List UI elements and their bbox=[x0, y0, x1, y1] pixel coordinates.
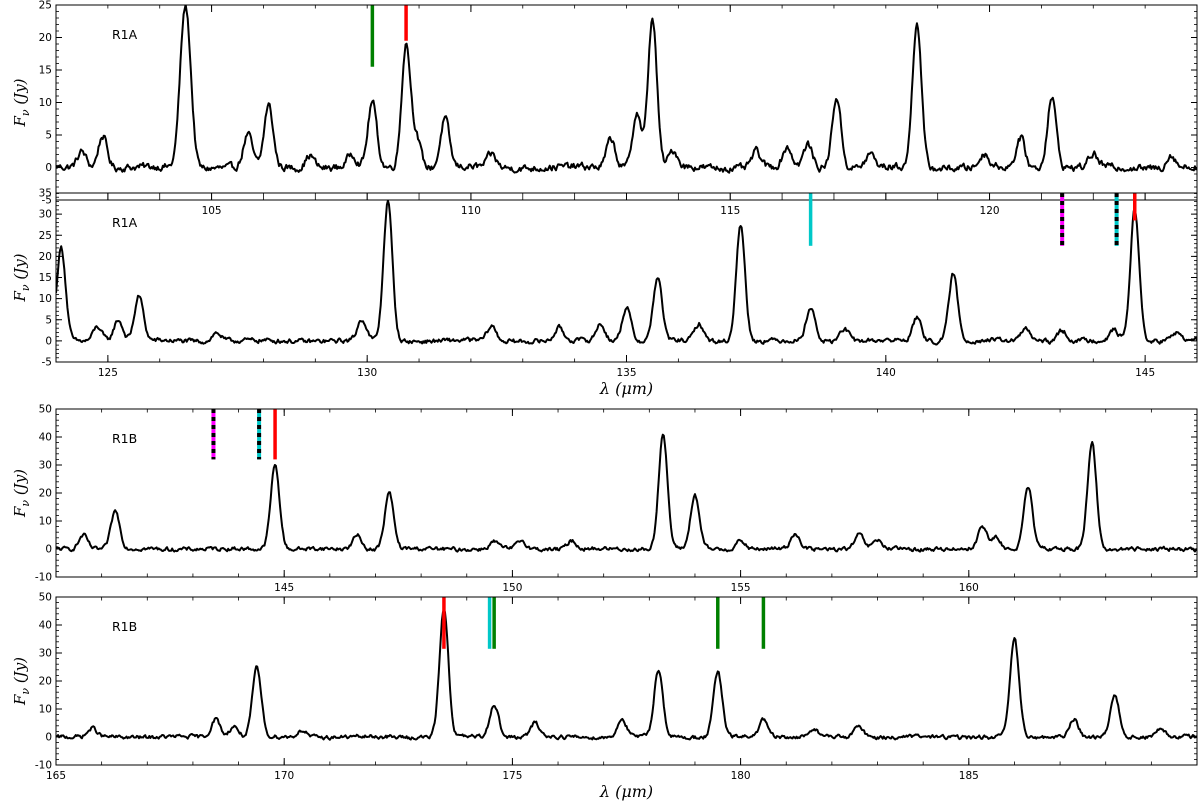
y-tick-label: 30 bbox=[39, 209, 52, 221]
panel-4: -10 0 10 20 30 40 50 165 170 175 180 185 R1B Fν (Jy) λ… bbox=[11, 592, 1198, 801]
panel-3: -10 0 10 20 30 40 50 145 150 155 160 R1B Fν (Jy) bbox=[11, 404, 1198, 594]
y-tick-label: 20 bbox=[39, 251, 52, 263]
y-axis-label: Fν (Jy) bbox=[11, 657, 32, 706]
y-tick-label: 35 bbox=[39, 188, 52, 200]
panel-label: R1A bbox=[112, 215, 138, 230]
y-tick-label: 20 bbox=[39, 32, 52, 44]
y-tick-label: 0 bbox=[45, 335, 52, 347]
y-tick-label: 0 bbox=[45, 544, 52, 556]
y-tick-label: 5 bbox=[45, 130, 52, 142]
x-tick-label: 120 bbox=[980, 205, 1000, 217]
x-tick-label: 165 bbox=[46, 770, 66, 782]
x-tick-label: 145 bbox=[1135, 367, 1155, 379]
x-tick-label: 135 bbox=[616, 367, 636, 379]
y-axis-label: Fν (Jy) bbox=[11, 469, 32, 518]
y-tick-label: 20 bbox=[39, 676, 52, 688]
y-tick-label: -5 bbox=[42, 195, 52, 207]
x-tick-label: 115 bbox=[720, 205, 740, 217]
y-tick-label: 10 bbox=[39, 516, 52, 528]
y-tick-label: 30 bbox=[39, 460, 52, 472]
y-tick-label: 25 bbox=[39, 0, 52, 12]
y-tick-label: -10 bbox=[35, 572, 52, 584]
panel-1: -5 0 5 10 15 20 25 105 110 115 120 R1A Fν (Jy) bbox=[11, 0, 1198, 217]
y-tick-label: 50 bbox=[39, 592, 52, 604]
x-tick-label: 150 bbox=[502, 582, 522, 594]
spectrum-line bbox=[56, 5, 1197, 174]
y-axis-label: Fν (Jy) bbox=[11, 78, 32, 127]
y-tick-label: 10 bbox=[39, 704, 52, 716]
y-tick-label: 40 bbox=[39, 432, 52, 444]
y-axis-label: Fν (Jy) bbox=[11, 253, 32, 302]
x-tick-label: 160 bbox=[959, 582, 979, 594]
y-tick-label: 15 bbox=[39, 272, 52, 284]
plot-frame bbox=[55, 192, 1198, 363]
x-axis-label: λ (μm) bbox=[599, 782, 653, 801]
spectrum-line bbox=[56, 608, 1197, 741]
x-tick-label: 145 bbox=[274, 582, 294, 594]
y-tick-label: 20 bbox=[39, 488, 52, 500]
spectrum-line bbox=[56, 199, 1197, 346]
x-tick-label: 170 bbox=[274, 770, 294, 782]
panel-label: R1A bbox=[112, 27, 138, 42]
y-tick-label: -5 bbox=[42, 357, 52, 369]
x-tick-label: 180 bbox=[731, 770, 751, 782]
panel-label: R1B bbox=[112, 431, 137, 446]
y-tick-label: 10 bbox=[39, 97, 52, 109]
y-tick-label: 15 bbox=[39, 65, 52, 77]
plot-frame bbox=[55, 596, 1198, 766]
spectrum-line bbox=[56, 433, 1197, 553]
plot-frame bbox=[55, 4, 1198, 201]
y-tick-label: 0 bbox=[45, 162, 52, 174]
y-tick-label: 30 bbox=[39, 648, 52, 660]
x-tick-label: 130 bbox=[357, 367, 377, 379]
x-tick-label: 175 bbox=[502, 770, 522, 782]
x-tick-label: 105 bbox=[202, 205, 222, 217]
x-axis-label: λ (μm) bbox=[599, 379, 653, 398]
x-tick-label: 155 bbox=[731, 582, 751, 594]
x-tick-label: 110 bbox=[461, 205, 481, 217]
y-tick-label: 40 bbox=[39, 620, 52, 632]
y-tick-label: 10 bbox=[39, 293, 52, 305]
panel-2: -5 0 5 10 15 20 25 30 35 125 130 135 140 145 R1A Fν (Jy… bbox=[11, 188, 1198, 398]
y-tick-label: -10 bbox=[35, 760, 52, 772]
y-tick-label: 5 bbox=[45, 314, 52, 326]
x-tick-label: 125 bbox=[98, 367, 118, 379]
panel-label: R1B bbox=[112, 619, 137, 634]
y-tick-label: 0 bbox=[45, 732, 52, 744]
x-tick-label: 140 bbox=[876, 367, 896, 379]
x-tick-label: 185 bbox=[959, 770, 979, 782]
y-tick-label: 50 bbox=[39, 404, 52, 416]
y-tick-label: 25 bbox=[39, 230, 52, 242]
